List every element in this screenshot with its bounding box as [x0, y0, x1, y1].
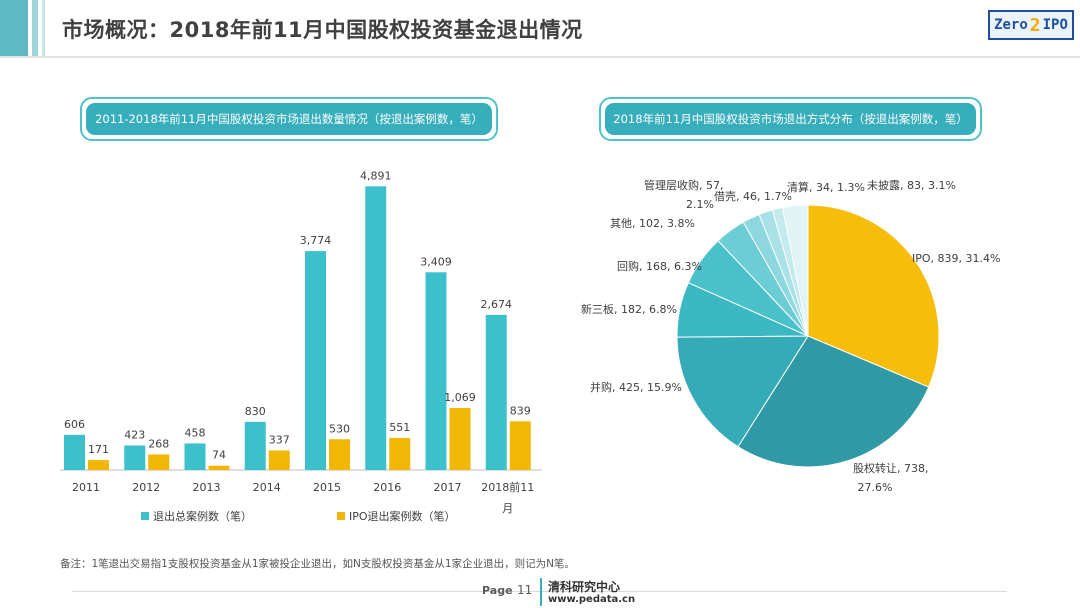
data-label-total: 606 [64, 418, 85, 431]
bar-ipo [268, 450, 290, 470]
legend-label-ipo: IPO退出案例数（笔） [349, 510, 456, 523]
data-label-total: 3,774 [300, 234, 332, 247]
x-tick-label: 2018前11 [481, 480, 534, 494]
pie-slice-label-cont: 27.6% [858, 481, 893, 494]
pie-slice [737, 335, 930, 468]
data-label-ipo: 551 [389, 421, 410, 434]
bar-total [64, 434, 85, 470]
pie-slice [676, 281, 809, 338]
page-title: 市场概况：2018年前11月中国股权投资基金退出情况 [62, 18, 583, 42]
x-tick-label: 2017 [434, 481, 462, 494]
data-label-total: 2,674 [481, 298, 513, 311]
x-tick-label: 2012 [132, 481, 160, 494]
x-tick-label: 2011 [72, 481, 100, 494]
legend-swatch-ipo [337, 512, 345, 520]
page-number: 11 [517, 583, 533, 597]
bar-ipo [148, 454, 170, 470]
data-label-ipo: 530 [329, 422, 350, 435]
bar-total [124, 445, 146, 470]
pie-slice-label: 管理层收购, 57, [644, 178, 724, 192]
pie-slice-label: 股权转让, 738, [853, 461, 929, 475]
data-label-ipo: 74 [212, 449, 226, 462]
footer-divider [72, 591, 1007, 592]
legend-swatch-total [141, 512, 149, 520]
bar-chart-title-box: 2011-2018年前11月中国股权投资市场退出数量情况（按退出案例数，笔） [80, 97, 498, 141]
bar-ipo [389, 438, 411, 470]
x-tick-label: 2016 [373, 481, 401, 494]
pie-slice [782, 204, 809, 337]
page-label: Page [482, 584, 513, 597]
pie-slice [758, 209, 809, 337]
legend-label-total: 退出总案例数（笔） [153, 510, 252, 523]
legend-item-ipo: IPO退出案例数（笔） [337, 508, 456, 524]
header-accent-strip [0, 0, 28, 56]
header-divider [0, 56, 1080, 58]
pie-slice [807, 204, 940, 388]
header-bar [0, 0, 1080, 56]
data-label-ipo: 839 [510, 404, 531, 417]
logo-text-right: IPO [1042, 17, 1068, 33]
x-tick-label: 2015 [313, 481, 341, 494]
bar-total [425, 272, 447, 470]
pie-slice-label: 其他, 102, 3.8% [610, 217, 695, 230]
bar-ipo [329, 439, 350, 470]
x-tick-label: 2013 [193, 481, 221, 494]
bar-ipo [88, 460, 109, 470]
data-label-total: 458 [185, 426, 206, 439]
pie-slice [742, 213, 809, 337]
pie-slice-label: 未披露, 83, 3.1% [867, 178, 956, 192]
footer-accent-bar [540, 578, 542, 606]
legend-item-total: 退出总案例数（笔） [141, 508, 252, 524]
pie-slice-label: 并购, 425, 15.9% [590, 380, 682, 394]
data-label-total: 4,891 [360, 169, 392, 182]
zero2ipo-logo: Zero 2 IPO [988, 10, 1074, 40]
pie-slice-label: 回购, 168, 6.3% [617, 259, 702, 273]
data-label-total: 830 [245, 405, 266, 418]
logo-text-mid: 2 [1029, 14, 1041, 36]
logo-text-left: Zero [994, 17, 1028, 33]
pie-slice [771, 206, 809, 337]
pie-slice-label-cont: 2.1% [686, 198, 714, 211]
bar-ipo [449, 407, 471, 470]
pie-chart-title: 2018年前11月中国股权投资市场退出方式分布（按退出案例数，笔） [605, 103, 976, 135]
bar-total [244, 421, 266, 470]
footnote: 备注：1笔退出交易指1支股权投资基金从1家被投企业退出，如N支股权投资基金从1家… [60, 558, 575, 570]
pie-chart-title-box: 2018年前11月中国股权投资市场退出方式分布（按退出案例数，笔） [599, 97, 982, 141]
pie-slice-label: 清算, 34, 1.3% [787, 180, 865, 194]
bar-total [485, 314, 507, 470]
bar-total [305, 251, 326, 470]
pie-slice [676, 335, 809, 448]
pie-slice [687, 240, 809, 337]
x-tick-label: 2014 [253, 481, 281, 494]
data-label-ipo: 171 [88, 443, 109, 456]
data-label-ipo: 268 [148, 437, 169, 450]
header-accent-strip [32, 0, 38, 56]
pie-slice [717, 221, 809, 337]
data-label-ipo: 1,069 [444, 391, 476, 404]
bar-total [184, 443, 206, 470]
pie-slice-label: 新三板, 182, 6.8% [581, 302, 677, 316]
bar-total [365, 186, 387, 470]
data-label-ipo: 337 [269, 433, 290, 446]
x-tick-label-cont: 月 [502, 502, 513, 515]
header-accent-strip [42, 0, 45, 56]
pie-slice-label: IPO, 839, 31.4% [912, 252, 1000, 265]
data-label-total: 3,409 [420, 255, 452, 268]
data-label-total: 423 [124, 428, 145, 441]
footer-website-link[interactable]: www.pedata.cn [548, 594, 636, 605]
bar-ipo [509, 421, 531, 470]
footer-org-name: 清科研究中心 [548, 580, 621, 594]
bar-chart-title: 2011-2018年前11月中国股权投资市场退出数量情况（按退出案例数，笔） [86, 103, 492, 135]
pie-slice-label: 借壳, 46, 1.7% [714, 189, 792, 203]
bar-ipo [208, 465, 230, 470]
